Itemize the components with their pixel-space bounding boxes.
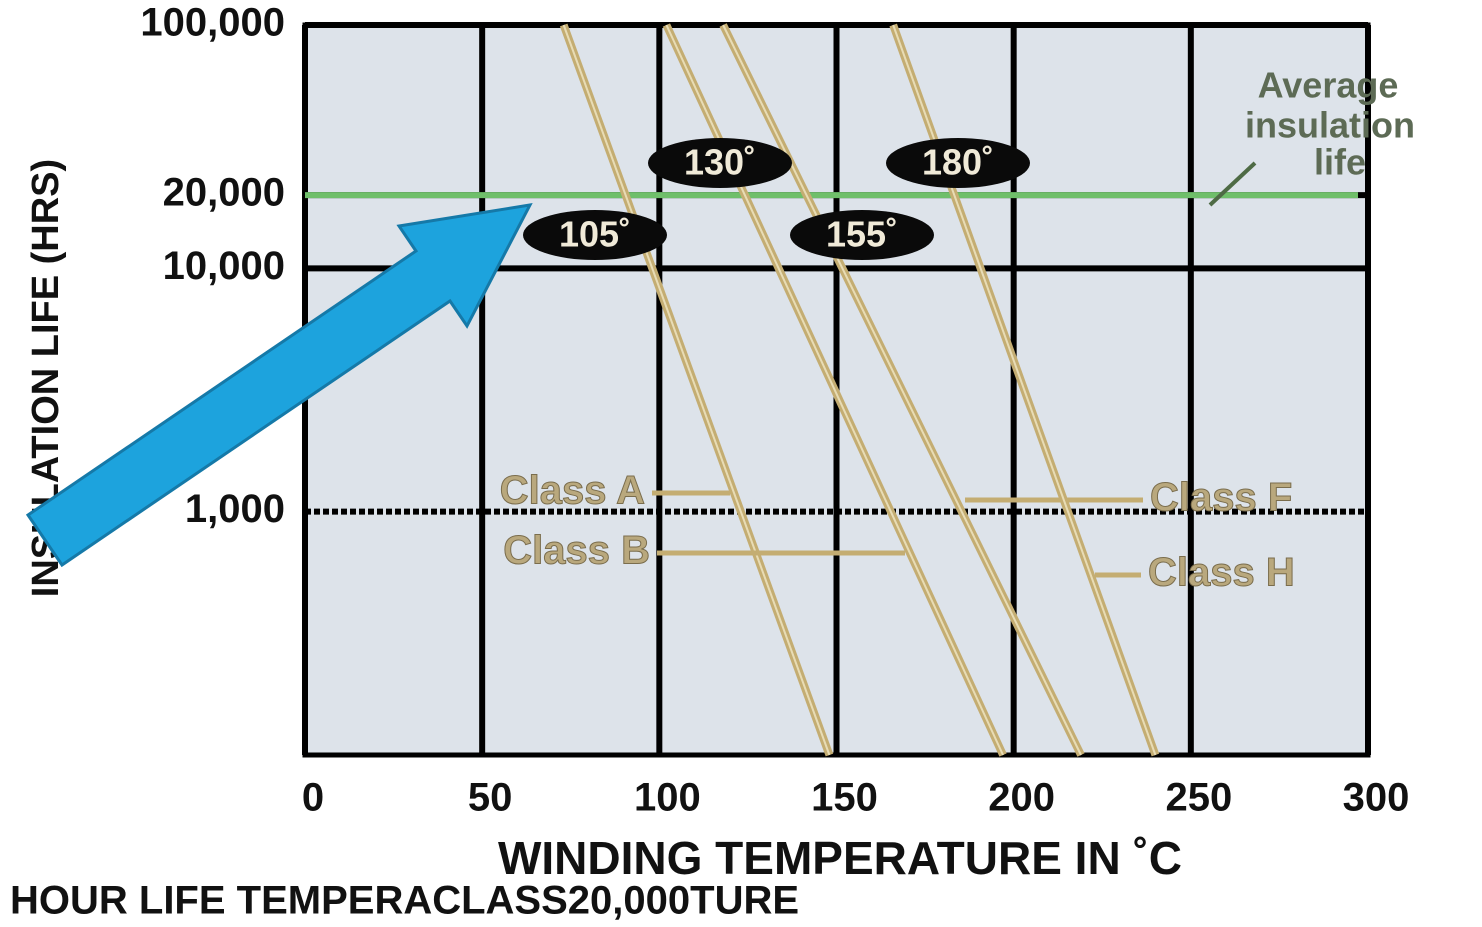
class-badge	[523, 210, 667, 260]
caption: HOUR LIFE TEMPERACLASS20,000TURE	[10, 879, 799, 923]
legend-label: Class H	[1148, 551, 1295, 595]
class-badge	[886, 138, 1030, 188]
class-badge	[648, 138, 792, 188]
x-tick-label: 200	[988, 776, 1055, 820]
badge-label: 180˚	[922, 142, 994, 183]
blue-arrow	[25, 203, 533, 568]
y-tick-label: 1,000	[185, 487, 285, 531]
y-tick-label: 100,000	[140, 1, 285, 45]
reference-label: Average	[1258, 65, 1399, 106]
legend-label: Class B	[503, 529, 650, 573]
badge-label: 105˚	[559, 214, 631, 255]
class-line-highlight	[722, 24, 1082, 756]
y-tick-label: 20,000	[163, 171, 285, 215]
badge-label: 155˚	[826, 214, 898, 255]
x-tick-label: 250	[1165, 776, 1232, 820]
y-tick-label: 10,000	[163, 244, 285, 288]
x-tick-label: 100	[634, 776, 701, 820]
x-tick-label: 0	[302, 776, 324, 820]
legend-label: Class A	[500, 469, 645, 513]
badge-label: 130˚	[684, 142, 756, 183]
x-tick-label: 50	[468, 776, 513, 820]
class-line-highlight	[562, 24, 831, 756]
x-axis-label: WINDING TEMPERATURE IN ˚C	[498, 832, 1182, 884]
x-tick-label: 300	[1343, 776, 1410, 820]
reference-pointer	[1208, 161, 1257, 207]
x-tick-label: 150	[811, 776, 878, 820]
reference-label: insulation	[1245, 105, 1415, 146]
legend-label: Class F	[1150, 476, 1292, 520]
class-badge	[790, 210, 934, 260]
reference-label: life	[1314, 142, 1366, 183]
